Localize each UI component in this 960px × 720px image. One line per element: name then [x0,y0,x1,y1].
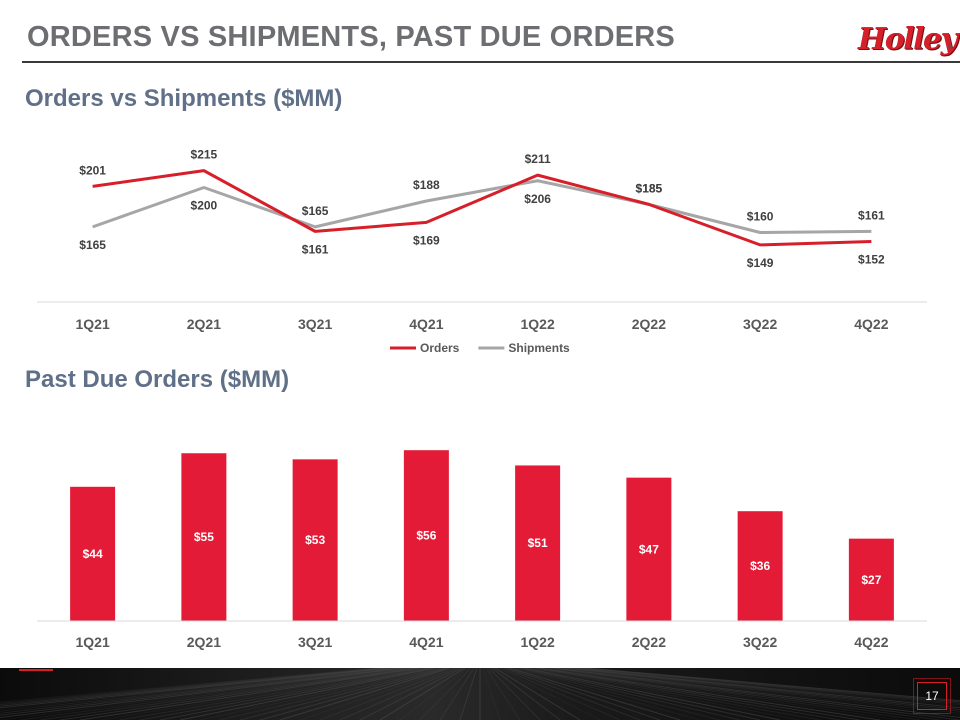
bar [626,477,672,621]
x-tick-label: 1Q22 [521,316,555,332]
x-tick-label: 3Q21 [298,316,332,332]
data-label-orders: $152 [858,253,885,267]
data-label-orders: $185 [636,181,663,195]
x-tick-label: 2Q21 [187,316,221,332]
data-label-shipments: $188 [413,178,440,192]
x-tick-label: 4Q21 [409,634,443,650]
x-tick-label: 3Q22 [743,634,777,650]
bar [515,465,561,621]
data-label-orders: $211 [525,152,551,166]
slide-title: ORDERS VS SHIPMENTS, PAST DUE ORDERS [27,21,675,53]
x-tick-label: 1Q22 [521,634,555,650]
x-tick-label: 4Q22 [854,634,888,650]
trademark-mark: ® [948,45,953,51]
bar-value-label: $53 [305,533,325,547]
bar-value-label: $56 [416,529,436,543]
data-label-shipments: $165 [302,204,329,218]
series-line-shipments [92,179,872,234]
x-tick-label: 4Q21 [409,316,443,332]
footer-band [0,668,960,720]
bar-value-label: $44 [83,547,103,561]
series-line-orders [92,169,872,247]
bar [70,486,116,621]
x-tick-label: 2Q22 [632,634,666,650]
bar [292,459,338,621]
bar-chart-title: Past Due Orders ($MM) [25,366,290,393]
x-tick-label: 1Q21 [76,316,110,332]
line-chart-title: Orders vs Shipments ($MM) [25,85,343,112]
footer-accent-line [19,669,53,671]
data-label-shipments: $185 [636,181,663,195]
data-label-orders: $215 [191,148,218,162]
data-label-shipments: $165 [79,238,106,252]
bar [737,511,783,621]
bar-value-label: $27 [861,573,881,587]
data-label-orders: $161 [302,242,329,256]
data-label-orders: $169 [413,233,440,247]
bar [403,450,449,621]
orders-shipments-line-chart: 1Q21 2Q21 3Q21 4Q21 1Q22 2Q22 3Q22 4Q22 $201 $165… [37,148,927,355]
data-label-shipments: $206 [524,192,551,206]
x-tick-label: 1Q21 [76,634,110,650]
x-tick-label: 2Q22 [632,316,666,332]
data-label-orders: $201 [79,163,106,177]
x-tick-label: 3Q21 [298,634,332,650]
x-tick-label: 3Q22 [743,316,777,332]
x-tick-label: 2Q21 [187,634,221,650]
title-divider [22,61,960,63]
bar [181,453,227,621]
data-label-orders: $149 [747,256,774,270]
page-number-frame [913,678,951,714]
bar-value-label: $36 [750,559,770,573]
holley-logo: Holley [858,22,958,57]
legend-label-orders: Orders [420,341,460,355]
bar [848,538,894,621]
past-due-bar-chart: $44 $55 $53 $56 $51 $47 $36 $27 1Q21 2Q21 3Q21 4Q21… [37,450,927,650]
bar-value-label: $51 [528,536,548,550]
bar-value-label: $47 [639,542,659,556]
data-label-shipments: $160 [747,210,774,224]
data-label-shipments: $200 [191,199,218,213]
bar-value-label: $55 [194,530,214,544]
legend-label-shipments: Shipments [508,341,570,355]
x-tick-label: 4Q22 [854,316,888,332]
data-label-shipments: $161 [858,208,885,222]
page-number: 17 [917,682,947,710]
